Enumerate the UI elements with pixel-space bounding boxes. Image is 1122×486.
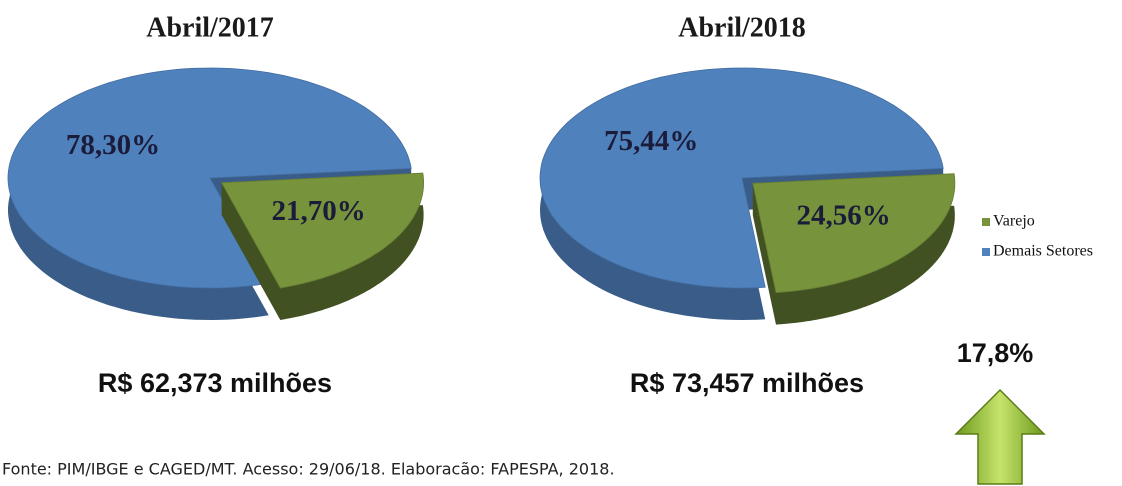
value-label: 21,70% — [272, 195, 366, 227]
legend-label: Varejo — [993, 213, 1035, 230]
chart-title: Abril/2018 — [678, 12, 806, 43]
value-label: 78,30% — [66, 129, 160, 161]
slice — [752, 173, 956, 294]
chart-title: Abril/2017 — [146, 12, 274, 43]
slice — [539, 67, 944, 289]
legend-swatch — [982, 248, 990, 256]
legend-label: Demais Setores — [993, 243, 1093, 260]
value-label: 75,44% — [604, 125, 698, 157]
value-label: 24,56% — [797, 200, 891, 232]
amount: R$ 62,373 milhões — [98, 368, 332, 398]
slice — [220, 172, 424, 289]
slice — [7, 67, 412, 289]
amount: R$ 73,457 milhões — [630, 368, 864, 398]
source: Fonte: PIM/IBGE e CAGED/MT. Acesso: 29/0… — [2, 460, 615, 479]
up-arrow — [954, 388, 1046, 485]
growth: 17,8% — [957, 338, 1034, 368]
legend-swatch — [982, 218, 990, 226]
